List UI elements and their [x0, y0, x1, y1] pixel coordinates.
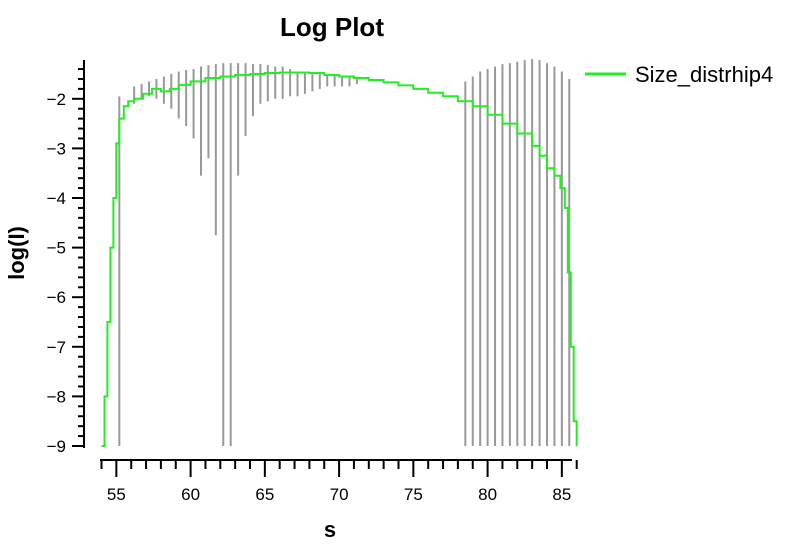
series-lines	[101, 71, 578, 447]
y-tick-label: −5	[47, 239, 66, 258]
x-tick-label: 70	[330, 485, 349, 504]
y-tick-label: −6	[47, 288, 66, 307]
error-bars	[118, 59, 571, 446]
legend-label: Size_distrhip4	[635, 62, 773, 87]
y-tick-label: −4	[47, 189, 66, 208]
series-line	[101, 71, 578, 447]
x-axis: 55 60 65 70 75 80 85	[100, 459, 578, 504]
x-tick-label: 65	[255, 485, 274, 504]
y-axis-label: log(I)	[4, 226, 29, 280]
x-tick-label: 75	[404, 485, 423, 504]
x-axis-label: s	[324, 517, 336, 542]
x-tick-label: 80	[478, 485, 497, 504]
y-tick-label: −2	[47, 90, 66, 109]
y-tick-label: −7	[47, 338, 66, 357]
x-tick-label: 60	[181, 485, 200, 504]
y-axis: −9 −8 −7 −6 −5 −4 −3 −2	[47, 60, 85, 456]
y-tick-label: −3	[47, 139, 66, 158]
x-tick-label: 85	[552, 485, 571, 504]
chart-title: Log Plot	[280, 12, 384, 42]
y-tick-label: −9	[47, 437, 66, 456]
legend: Size_distrhip4	[585, 62, 773, 87]
x-tick-label: 55	[107, 485, 126, 504]
y-tick-label: −8	[47, 387, 66, 406]
